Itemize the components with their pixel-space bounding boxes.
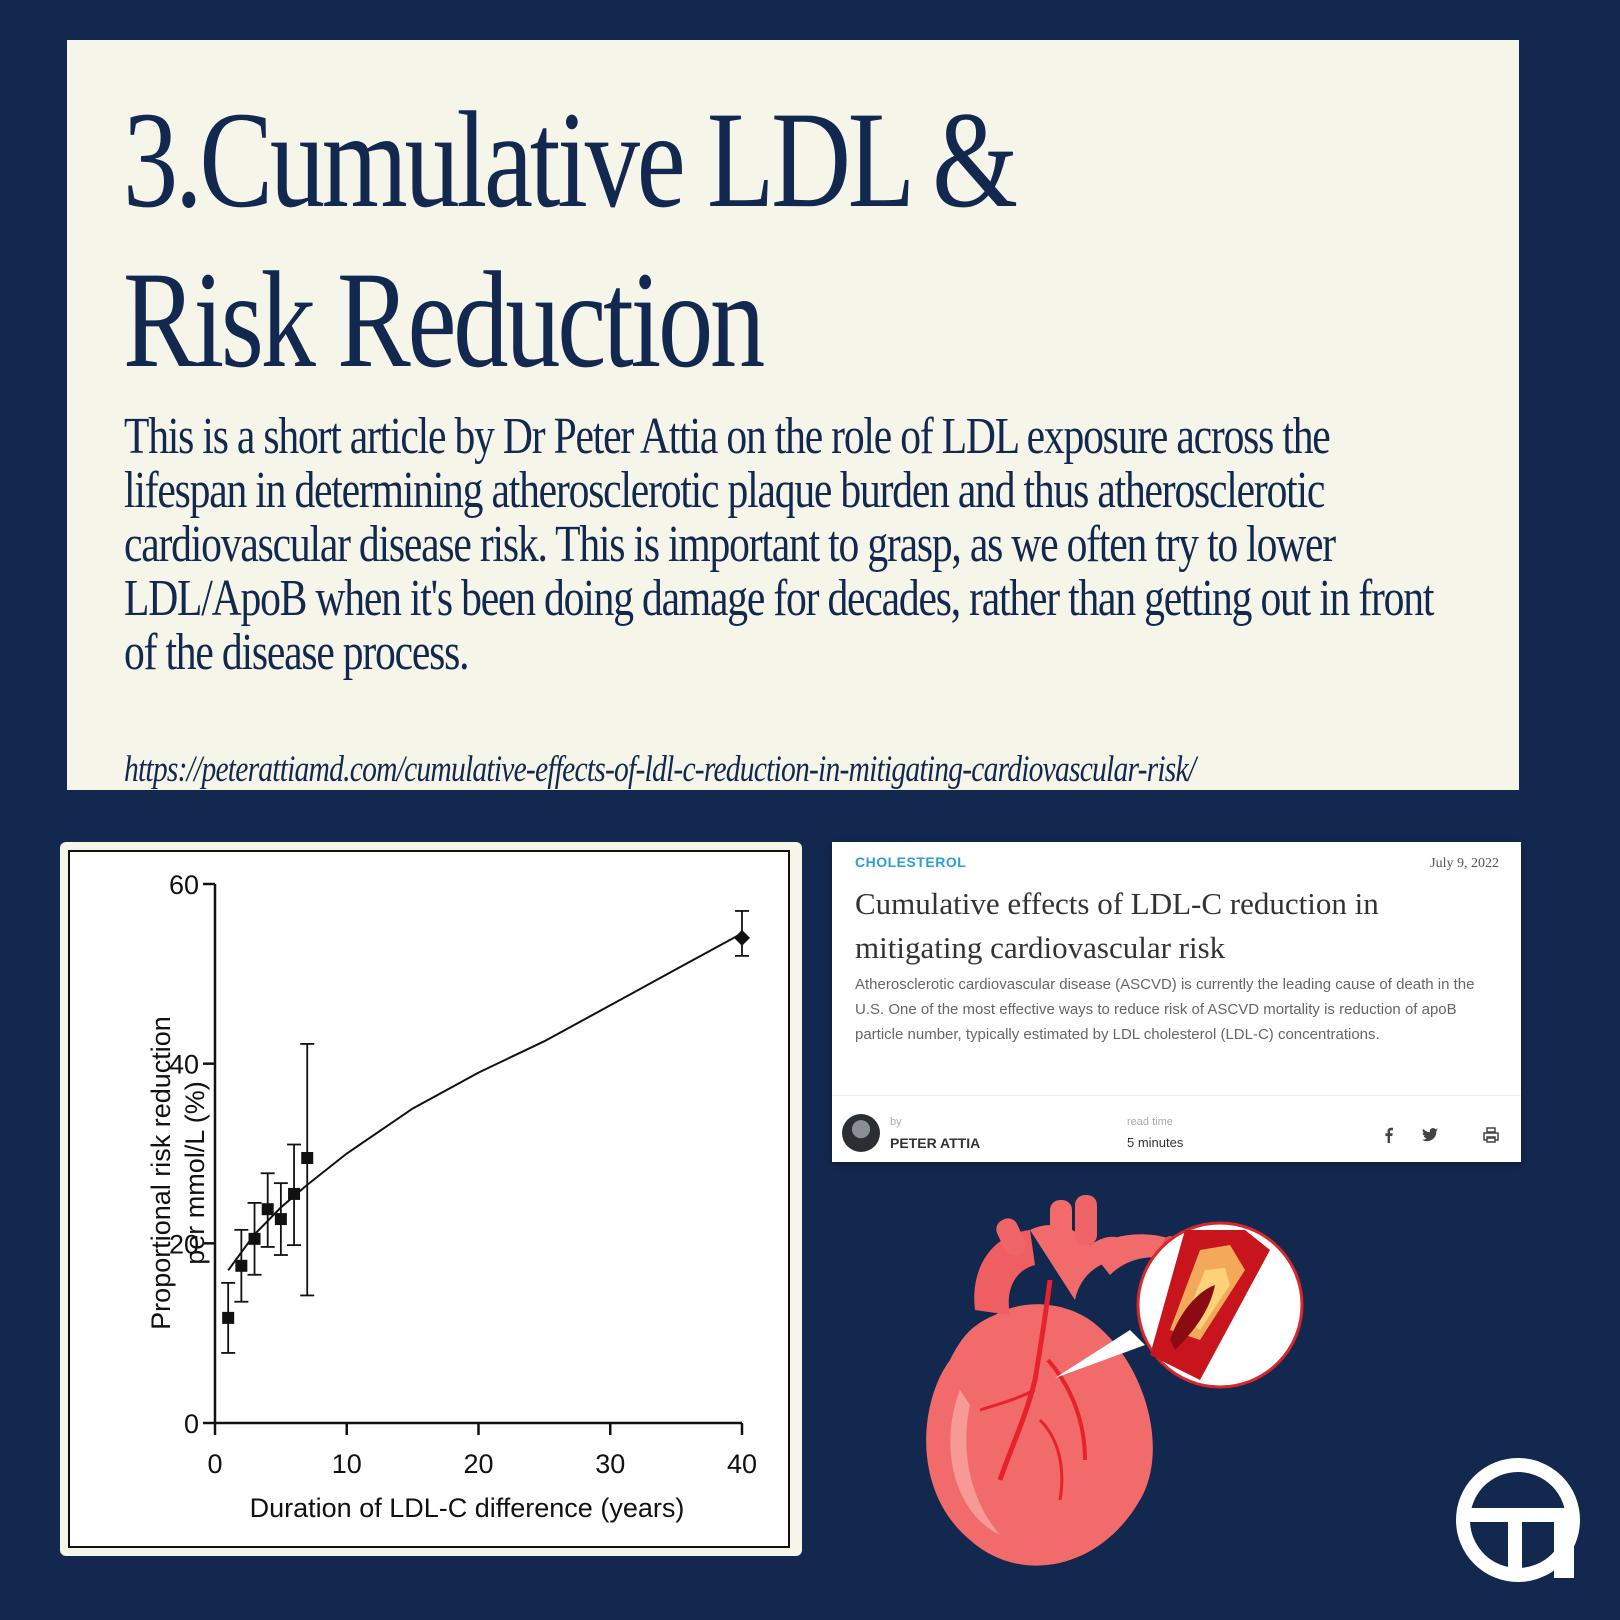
author-by-label: by <box>890 1116 902 1128</box>
y-tick-label: 40 <box>169 1050 199 1080</box>
y-tick-label: 20 <box>169 1229 199 1259</box>
article-category[interactable]: CHOLESTEROL <box>855 854 967 870</box>
data-point <box>222 1311 235 1324</box>
author-avatar <box>842 1114 880 1152</box>
article-card[interactable]: CHOLESTEROL July 9, 2022 Cumulative effe… <box>832 842 1521 1162</box>
data-point <box>248 1232 261 1245</box>
heart-icon <box>926 1195 1178 1566</box>
author-name[interactable]: PETER ATTIA <box>890 1135 981 1151</box>
y-tick-label: 60 <box>169 870 199 900</box>
article-title[interactable]: Cumulative effects of LDL-C reduction in… <box>855 886 1379 965</box>
x-tick-label: 20 <box>463 1449 493 1479</box>
facebook-icon[interactable] <box>1380 1126 1398 1144</box>
x-tick-label: 0 <box>207 1449 222 1479</box>
article-excerpt: Atherosclerotic cardiovascular disease (… <box>855 976 1475 1043</box>
twitter-icon[interactable] <box>1421 1126 1439 1144</box>
title-line-2: Risk Reduction <box>123 243 765 396</box>
page-title: 3.Cumulative LDL & Risk Reduction <box>123 80 1018 400</box>
x-tick-label: 40 <box>727 1449 757 1479</box>
read-time: 5 minutes <box>1127 1135 1184 1150</box>
chart-frame <box>68 850 790 1548</box>
y-tick-label: 0 <box>184 1409 199 1439</box>
divider <box>832 1095 1521 1096</box>
data-point <box>288 1187 301 1200</box>
data-point-diamond <box>734 929 750 946</box>
title-line-1: 3.Cumulative LDL & <box>123 83 1018 236</box>
y-axis-label-line-1: Proportional risk reduction <box>146 1016 176 1330</box>
read-time-label: read time <box>1127 1116 1173 1128</box>
y-axis-label-line-2: per mmol/L (%) <box>180 1081 210 1265</box>
data-point <box>261 1203 274 1216</box>
data-point <box>301 1151 314 1164</box>
x-axis-label: Duration of LDL-C difference (years) <box>250 1493 685 1523</box>
article-date: July 9, 2022 <box>1430 856 1499 871</box>
data-point <box>274 1213 287 1226</box>
fit-curve <box>227 932 743 1271</box>
x-tick-label: 30 <box>595 1449 625 1479</box>
article-url[interactable]: https://peterattiamd.com/cumulative-effe… <box>124 749 1196 790</box>
intro-panel: 3.Cumulative LDL & Risk Reduction This i… <box>67 40 1519 790</box>
brand-logo-icon <box>1456 1458 1580 1582</box>
intro-text: This is a short article by Dr Peter Atti… <box>124 408 1434 681</box>
x-tick-label: 10 <box>332 1449 362 1479</box>
risk-reduction-chart: Proportional risk reduction per mmol/L (… <box>146 870 757 1523</box>
data-point <box>235 1259 248 1272</box>
heart-illustration <box>926 1195 1304 1566</box>
chart-card: Proportional risk reduction per mmol/L (… <box>60 842 802 1556</box>
artery-plaque-icon <box>1136 1221 1304 1389</box>
print-icon[interactable] <box>1482 1126 1500 1144</box>
